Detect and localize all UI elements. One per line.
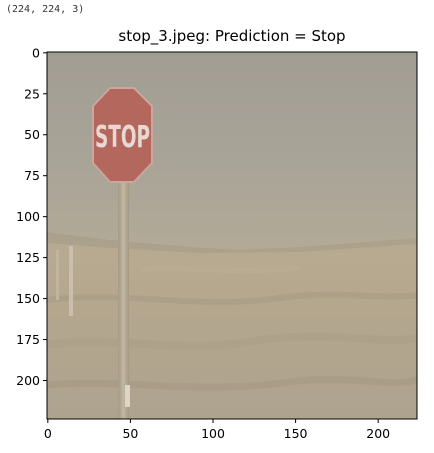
x-tick-label: 150 bbox=[284, 426, 308, 441]
sign-pole bbox=[118, 178, 129, 419]
photo-image: STOP bbox=[47, 52, 417, 419]
y-tick-label: 125 bbox=[16, 250, 40, 265]
horizon-band bbox=[47, 232, 417, 253]
y-tick-label: 0 bbox=[32, 45, 40, 60]
x-axis: 0 50 100 150 200 bbox=[44, 419, 390, 441]
axes-frame bbox=[46, 51, 418, 420]
output-shape-text: (224, 224, 3) bbox=[6, 4, 85, 15]
stop-sign-text: STOP bbox=[95, 120, 150, 155]
y-tick-label: 100 bbox=[16, 209, 40, 224]
y-tick-label: 75 bbox=[24, 168, 40, 183]
plot-title: stop_3.jpeg: Prediction = Stop bbox=[118, 27, 346, 45]
grass-texture bbox=[47, 265, 417, 391]
x-tick-label: 0 bbox=[44, 426, 52, 441]
y-tick-label: 50 bbox=[24, 127, 40, 142]
x-tick-label: 200 bbox=[366, 426, 390, 441]
y-axis: 0 25 50 75 100 125 150 175 200 bbox=[16, 45, 47, 388]
fence-post-2 bbox=[56, 250, 59, 300]
pole-reflector bbox=[125, 385, 130, 407]
y-tick-label: 25 bbox=[24, 86, 40, 101]
y-tick-label: 175 bbox=[16, 332, 40, 347]
y-tick-label: 200 bbox=[16, 373, 40, 388]
x-tick-label: 100 bbox=[201, 426, 225, 441]
stop-sign: STOP bbox=[92, 87, 153, 183]
x-tick-label: 50 bbox=[122, 426, 138, 441]
y-tick-label: 150 bbox=[16, 291, 40, 306]
fence-post-1 bbox=[69, 246, 73, 316]
ground-region bbox=[47, 238, 417, 419]
